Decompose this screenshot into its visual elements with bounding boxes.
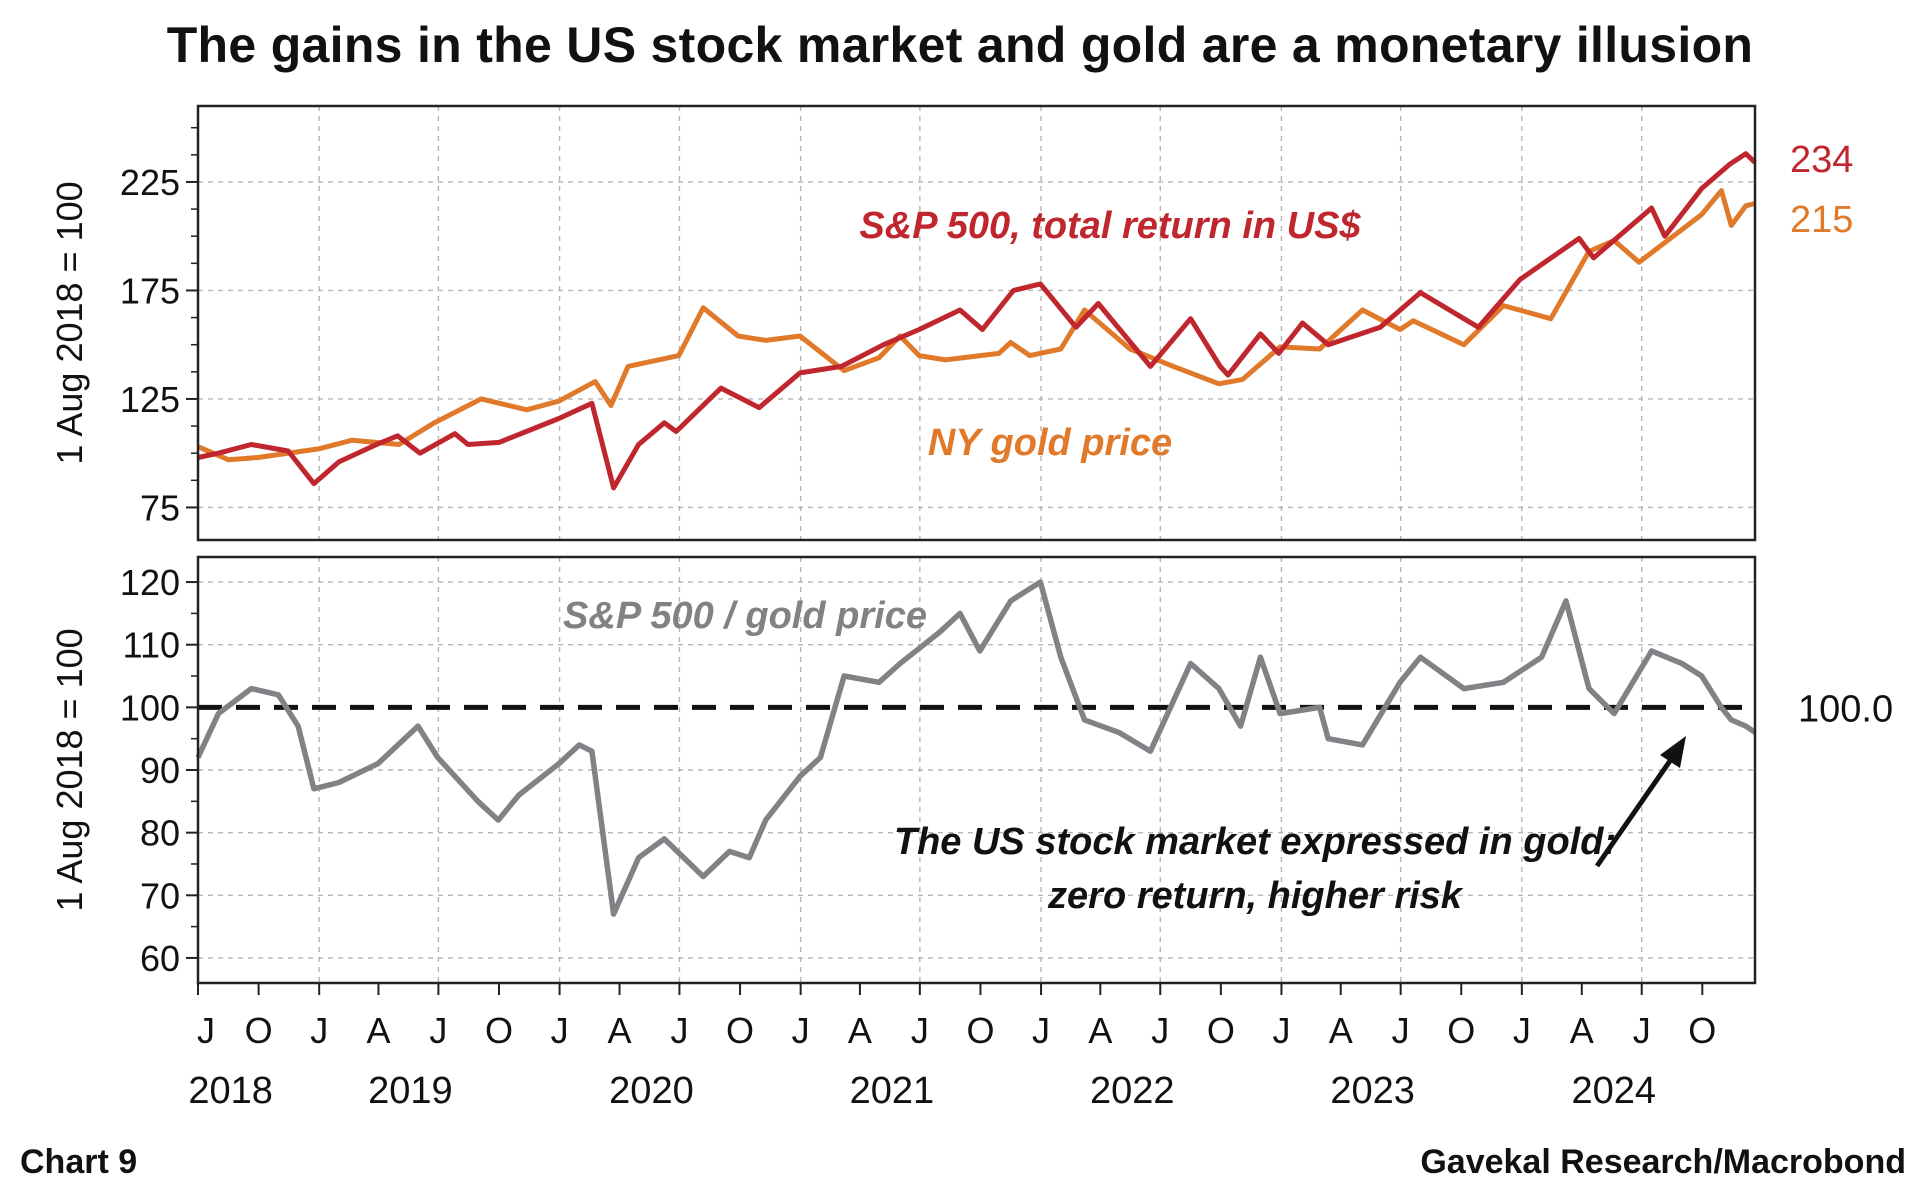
callout-arrow-shaft bbox=[1594, 756, 1675, 868]
x-month-label: O bbox=[726, 1010, 754, 1051]
y-tick-label: 75 bbox=[140, 487, 180, 528]
x-month-label: J bbox=[911, 1010, 929, 1051]
x-month-label: J bbox=[1151, 1010, 1169, 1051]
x-month-label: J bbox=[1392, 1010, 1410, 1051]
callout-text-line: The US stock market expressed in gold: bbox=[894, 821, 1616, 863]
x-year-label: 2024 bbox=[1571, 1070, 1656, 1112]
bottom-panel-grid bbox=[198, 557, 1755, 983]
top-panel-series bbox=[197, 151, 1757, 491]
chart-title: The gains in the US stock market and gol… bbox=[166, 17, 1754, 73]
series-line-sp500-total-return bbox=[197, 151, 1757, 491]
x-month-label: J bbox=[551, 1010, 569, 1051]
annotation-ratio: S&P 500 / gold price bbox=[563, 595, 927, 637]
y-tick-label: 60 bbox=[140, 938, 180, 979]
reference-line-label: 100.0 bbox=[1798, 688, 1893, 730]
x-year-label: 2023 bbox=[1330, 1070, 1415, 1112]
x-month-label: J bbox=[197, 1010, 215, 1051]
x-month-label: J bbox=[1032, 1010, 1050, 1051]
x-month-label: J bbox=[1272, 1010, 1290, 1051]
y-tick-label: 90 bbox=[140, 750, 180, 791]
x-month-label: O bbox=[485, 1010, 513, 1051]
annotation-gold: NY gold price bbox=[928, 422, 1172, 464]
top-panel-frame bbox=[196, 104, 1757, 542]
y-tick-label: 125 bbox=[120, 379, 180, 420]
bottom-y-axis-title: 1 Aug 2018 = 100 bbox=[49, 628, 90, 911]
last-value-label-sp500: 234 bbox=[1790, 139, 1853, 181]
x-year-label: 2021 bbox=[850, 1070, 935, 1112]
x-month-label: A bbox=[608, 1010, 632, 1051]
x-month-label: A bbox=[1329, 1010, 1353, 1051]
y-tick-label: 110 bbox=[123, 625, 180, 666]
x-month-label: J bbox=[429, 1010, 447, 1051]
x-month-label: J bbox=[792, 1010, 810, 1051]
x-year-label: 2020 bbox=[609, 1070, 694, 1112]
x-month-label: J bbox=[1633, 1010, 1651, 1051]
x-month-label: J bbox=[670, 1010, 688, 1051]
series-line-ny-gold-price bbox=[197, 188, 1756, 463]
x-month-label: O bbox=[1447, 1010, 1475, 1051]
bottom-panel-series bbox=[195, 579, 1757, 917]
y-tick-label: 70 bbox=[140, 875, 180, 916]
y-tick-label: 100 bbox=[120, 687, 180, 728]
x-month-label: J bbox=[310, 1010, 328, 1051]
x-month-label: A bbox=[1570, 1010, 1594, 1051]
chart-labels: 100.0 1 Aug 2018 = 100 1 Aug 2018 = 100 S&P… bbox=[49, 139, 1893, 917]
source-credit: Gavekal Research/Macrobond bbox=[1420, 1143, 1906, 1181]
last-value-label-gold: 215 bbox=[1790, 199, 1853, 241]
series-line-sp500-gold-ratio bbox=[195, 579, 1757, 917]
x-month-label: A bbox=[366, 1010, 390, 1051]
annotation-sp500: S&P 500, total return in US$ bbox=[859, 205, 1361, 247]
callout-arrow-head bbox=[1660, 736, 1686, 768]
x-month-label: O bbox=[245, 1010, 273, 1051]
chart-number: Chart 9 bbox=[20, 1143, 138, 1181]
x-year-label: 2022 bbox=[1090, 1070, 1175, 1112]
y-tick-label: 120 bbox=[120, 562, 180, 603]
x-month-label: O bbox=[1207, 1010, 1235, 1051]
x-month-label: O bbox=[1688, 1010, 1716, 1051]
x-year-label: 2019 bbox=[368, 1070, 453, 1112]
y-tick-label: 80 bbox=[140, 813, 180, 854]
callout-text-line: zero return, higher risk bbox=[1047, 875, 1464, 917]
x-month-label: A bbox=[1088, 1010, 1112, 1051]
x-month-label: J bbox=[1513, 1010, 1531, 1051]
x-month-label: A bbox=[848, 1010, 872, 1051]
top-panel-grid bbox=[198, 106, 1755, 540]
x-year-label: 2018 bbox=[188, 1070, 273, 1112]
y-tick-label: 225 bbox=[120, 162, 180, 203]
y-tick-label: 175 bbox=[120, 270, 180, 311]
top-y-axis-title: 1 Aug 2018 = 100 bbox=[49, 181, 90, 464]
x-month-label: O bbox=[966, 1010, 994, 1051]
